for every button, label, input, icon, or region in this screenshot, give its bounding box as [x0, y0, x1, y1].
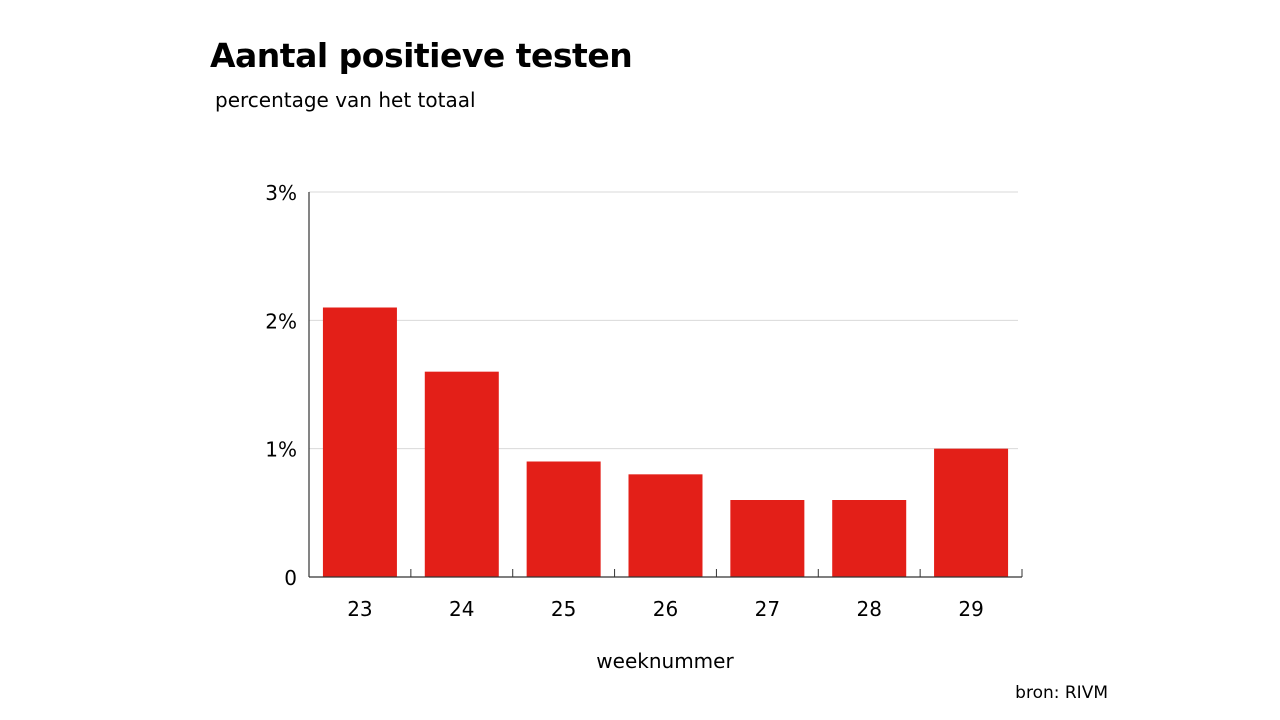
- x-tick-label: 24: [449, 597, 474, 621]
- tick-labels: 0 1% 2% 3% 23 24 25 26 27 28 29: [265, 181, 984, 621]
- y-tick-label: 1%: [265, 438, 297, 462]
- x-tick-label: 27: [755, 597, 780, 621]
- x-tick-label: 29: [958, 597, 983, 621]
- chart-title: Aantal positieve testen: [210, 36, 633, 75]
- source-note: bron: RIVM: [1015, 683, 1108, 703]
- bar-week-25: [526, 461, 601, 577]
- bar-week-24: [424, 371, 499, 577]
- y-tick-label: 0: [284, 566, 297, 590]
- x-tick-label: 28: [856, 597, 881, 621]
- bar-week-28: [832, 500, 907, 577]
- bar-week-29: [934, 448, 1009, 577]
- bar-week-26: [628, 474, 703, 577]
- chart-subtitle: percentage van het totaal: [215, 88, 476, 112]
- bars: [322, 307, 1009, 577]
- y-tick-label: 2%: [265, 309, 297, 333]
- y-tick-label: 3%: [265, 181, 297, 205]
- x-tick-label: 23: [347, 597, 372, 621]
- bar-week-23: [322, 307, 397, 577]
- x-tick-label: 25: [551, 597, 576, 621]
- x-axis-title: weeknummer: [596, 649, 734, 673]
- gridlines: [309, 191, 1018, 450]
- bar-week-27: [730, 500, 805, 577]
- x-tick-label: 26: [653, 597, 678, 621]
- axes: [308, 192, 1023, 578]
